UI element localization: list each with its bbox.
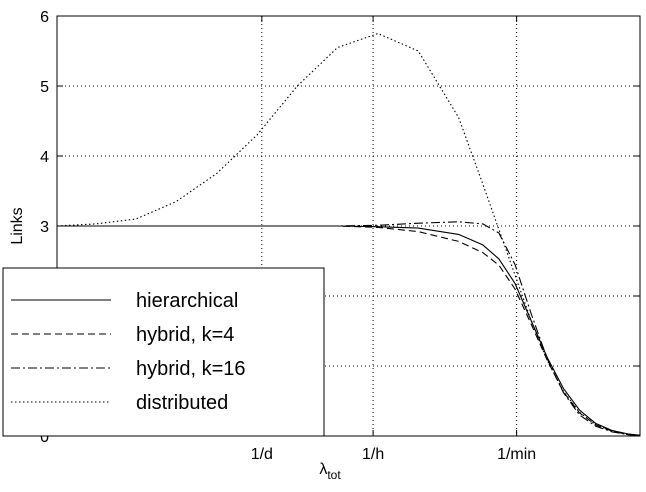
series-layer	[56, 32, 641, 436]
x-axis-label: λtot	[319, 461, 341, 482]
y-axis-label: Links	[9, 207, 26, 244]
legend-label: hybrid, k=16	[136, 358, 246, 380]
x-tick-label: 1/d	[251, 446, 273, 463]
x-tick-label: 1/min	[497, 446, 536, 463]
x-tick-label: 1/h	[362, 446, 384, 463]
y-tick-label: 5	[40, 79, 49, 96]
legend-label: distributed	[136, 392, 228, 414]
x-axis-label-main: λ	[319, 461, 327, 478]
series-line-dashdot	[57, 221, 641, 436]
y-tick-label: 3	[40, 219, 49, 236]
legend-label: hybrid, k=4	[136, 324, 234, 346]
legend: hierarchical hybrid, k=4 hybrid, k=16 distr…	[2, 267, 325, 437]
legend-label: hierarchical	[136, 290, 238, 312]
y-tick-label: 6	[40, 9, 49, 26]
y-tick-label: 0	[40, 429, 49, 446]
legend-box	[2, 267, 325, 437]
x-axis-label-subscript: tot	[327, 468, 341, 482]
y-tick-label: 4	[40, 149, 49, 166]
